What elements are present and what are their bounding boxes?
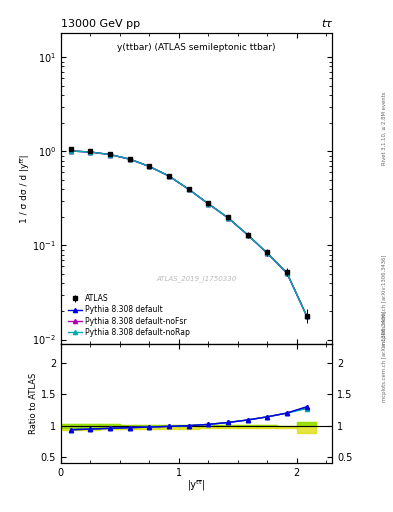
Pythia 8.308 default: [167, 173, 171, 179]
Pythia 8.308 default: [68, 148, 73, 154]
Pythia 8.308 default: [304, 312, 309, 318]
Pythia 8.308 default-noRap: [68, 148, 73, 154]
Pythia 8.308 default-noRap: [285, 270, 289, 276]
Pythia 8.308 default: [186, 186, 191, 193]
Pythia 8.308 default-noFsr: [68, 148, 73, 154]
Y-axis label: Ratio to ATLAS: Ratio to ATLAS: [29, 373, 38, 434]
Pythia 8.308 default: [265, 250, 270, 256]
Pythia 8.308 default-noFsr: [206, 201, 211, 207]
X-axis label: |yᵗᵗ̅|: |yᵗᵗ̅|: [187, 480, 206, 490]
Pythia 8.308 default-noRap: [186, 186, 191, 193]
Pythia 8.308 default: [127, 156, 132, 162]
Pythia 8.308 default-noRap: [304, 312, 309, 318]
Line: Pythia 8.308 default: Pythia 8.308 default: [69, 149, 309, 317]
Pythia 8.308 default-noRap: [206, 201, 211, 207]
Pythia 8.308 default-noRap: [88, 149, 93, 155]
Pythia 8.308 default-noFsr: [108, 152, 112, 158]
Pythia 8.308 default: [245, 232, 250, 238]
Y-axis label: 1 / σ dσ / d |yᵗᵗ̅|: 1 / σ dσ / d |yᵗᵗ̅|: [20, 154, 29, 223]
Pythia 8.308 default-noFsr: [226, 215, 230, 221]
Line: Pythia 8.308 default-noFsr: Pythia 8.308 default-noFsr: [69, 149, 309, 317]
Text: ATLAS_2019_I1750330: ATLAS_2019_I1750330: [156, 275, 237, 282]
Legend: ATLAS, Pythia 8.308 default, Pythia 8.308 default-noFsr, Pythia 8.308 default-no: ATLAS, Pythia 8.308 default, Pythia 8.30…: [65, 291, 193, 340]
Pythia 8.308 default-noFsr: [186, 186, 191, 193]
Pythia 8.308 default-noFsr: [167, 173, 171, 179]
Pythia 8.308 default-noFsr: [265, 250, 270, 256]
Pythia 8.308 default-noFsr: [304, 312, 309, 318]
Text: mcplots.cern.ch [arXiv:1306.3436]: mcplots.cern.ch [arXiv:1306.3436]: [382, 254, 387, 346]
Text: 13000 GeV pp: 13000 GeV pp: [61, 19, 140, 29]
Pythia 8.308 default: [108, 152, 112, 158]
Pythia 8.308 default: [147, 163, 152, 169]
Pythia 8.308 default: [285, 270, 289, 276]
Pythia 8.308 default-noRap: [226, 215, 230, 221]
Pythia 8.308 default: [206, 201, 211, 207]
Pythia 8.308 default-noRap: [108, 152, 112, 158]
Text: y(ttbar) (ATLAS semileptonic ttbar): y(ttbar) (ATLAS semileptonic ttbar): [117, 42, 276, 52]
Pythia 8.308 default-noRap: [245, 232, 250, 238]
Pythia 8.308 default-noRap: [147, 163, 152, 169]
Pythia 8.308 default-noFsr: [127, 156, 132, 162]
Pythia 8.308 default: [88, 149, 93, 155]
Pythia 8.308 default-noRap: [127, 156, 132, 162]
Line: Pythia 8.308 default-noRap: Pythia 8.308 default-noRap: [69, 149, 309, 317]
Pythia 8.308 default-noFsr: [88, 149, 93, 155]
Pythia 8.308 default-noFsr: [245, 232, 250, 238]
Pythia 8.308 default-noFsr: [285, 270, 289, 276]
Text: Rivet 3.1.10, ≥ 2.8M events: Rivet 3.1.10, ≥ 2.8M events: [382, 91, 387, 165]
Pythia 8.308 default: [226, 215, 230, 221]
Pythia 8.308 default-noFsr: [147, 163, 152, 169]
Pythia 8.308 default-noRap: [265, 250, 270, 256]
Text: mcplots.cern.ch [arXiv:1306.3436]: mcplots.cern.ch [arXiv:1306.3436]: [382, 310, 387, 401]
Text: tτ: tτ: [321, 19, 332, 29]
Pythia 8.308 default-noRap: [167, 173, 171, 179]
